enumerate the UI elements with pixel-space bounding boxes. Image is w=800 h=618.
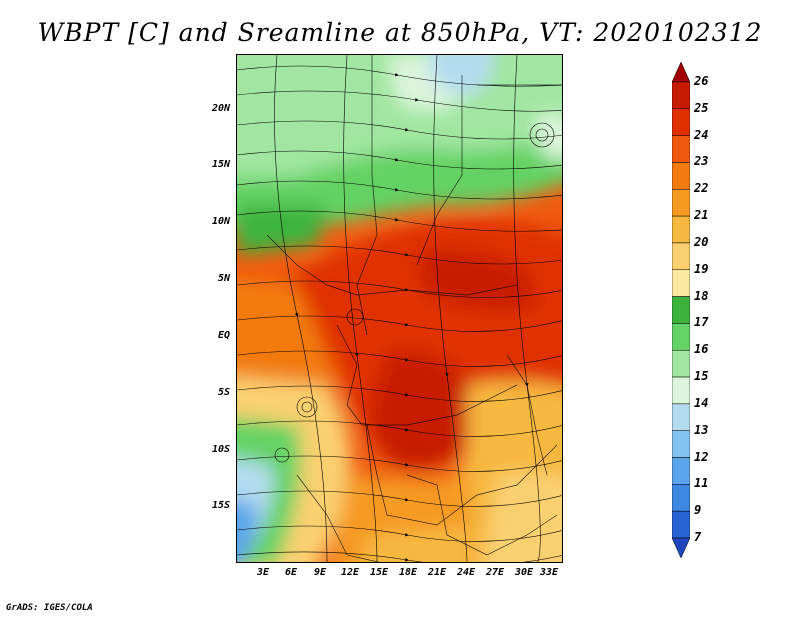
colorbar-segment [672, 108, 690, 136]
colorbar-segment [672, 457, 690, 485]
colorbar-label: 22 [694, 181, 709, 196]
colorbar-label: 7 [694, 530, 702, 544]
colorbar-segment [672, 510, 690, 539]
lon-label: 9E [313, 567, 327, 578]
colorbar-label: 9 [694, 503, 702, 518]
lat-label: 15S [211, 500, 230, 511]
lon-label: 15E [369, 567, 389, 578]
lon-label: 21E [427, 567, 447, 578]
colorbar-label: 15 [694, 369, 709, 384]
lon-label: 33E [539, 567, 559, 578]
colorbar-label: 12 [694, 449, 709, 464]
wbpt-field [237, 55, 562, 562]
colorbar-segment [672, 81, 690, 110]
lat-label: 5S [217, 387, 230, 398]
credit-label: GrADS: IGES/COLA [6, 603, 93, 613]
colorbar-label: 16 [694, 342, 709, 357]
colorbar-segment [672, 242, 690, 271]
colorbar-segment [672, 349, 690, 378]
weather-map [236, 54, 563, 563]
lat-label: 5N [217, 273, 230, 284]
colorbar-label: 21 [694, 208, 709, 223]
colorbar-label: 17 [694, 315, 709, 330]
lon-label: 3E [256, 567, 270, 578]
colorbar-segment [672, 537, 690, 558]
colorbar [672, 62, 690, 558]
colorbar-segment [672, 430, 690, 458]
colorbar-label: 24 [694, 127, 709, 142]
colorbar-label: 25 [694, 100, 709, 115]
colorbar-label: 18 [694, 288, 709, 303]
colorbar-label: 20 [694, 234, 709, 249]
lon-label: 24E [456, 567, 476, 578]
colorbar-label: 19 [694, 261, 709, 276]
colorbar-label: 13 [694, 422, 709, 437]
colorbar-segment [672, 215, 690, 244]
lon-label: 12E [340, 567, 360, 578]
lat-label: 10N [211, 216, 230, 227]
colorbar-segment [672, 162, 690, 190]
colorbar-segment [672, 376, 690, 405]
plot-title: WBPT [C] and Sreamline at 850hPa, VT: 20… [37, 18, 763, 47]
colorbar-label: 11 [694, 476, 709, 491]
colorbar-segment [672, 323, 690, 351]
colorbar-segment [672, 62, 690, 83]
colorbar-segment [672, 484, 690, 512]
lat-label: 20N [211, 103, 230, 114]
colorbar-segment [672, 296, 690, 324]
colorbar-segment [672, 269, 690, 297]
colorbar-label: 14 [694, 395, 709, 410]
lat-label: 15N [211, 159, 230, 170]
colorbar-label: 23 [694, 154, 709, 169]
lon-label: 30E [514, 567, 534, 578]
lat-label: 10S [211, 444, 230, 455]
colorbar-label: 26 [694, 74, 709, 88]
lon-label: 6E [284, 567, 298, 578]
lat-label: EQ [217, 330, 230, 341]
lon-label: 18E [398, 567, 418, 578]
colorbar-segment [672, 189, 690, 217]
lon-label: 27E [485, 567, 505, 578]
colorbar-segment [672, 135, 690, 163]
colorbar-segment [672, 403, 690, 431]
